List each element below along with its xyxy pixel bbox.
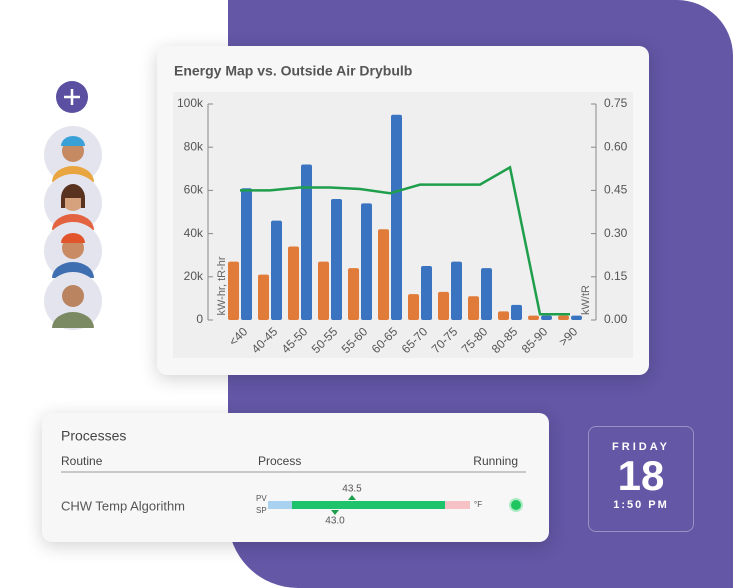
routine-name: CHW Temp Algorithm (61, 498, 185, 513)
chart: Energy Map vs. Outside Air Drybulb kW-hr… (173, 63, 633, 358)
bar (241, 188, 252, 320)
bar (481, 268, 492, 320)
day: 18 (617, 452, 665, 499)
sp-label: SP (256, 506, 267, 515)
y2-tick-label: 0.75 (604, 96, 628, 110)
column-header: Running (473, 454, 518, 468)
bar (451, 261, 462, 320)
bar (498, 311, 509, 320)
chart-card: Energy Map vs. Outside Air Drybulb kW-hr… (157, 46, 649, 375)
clock-widget: FRIDAY 18 1:50 PM (588, 426, 694, 532)
y2-tick-label: 0.45 (604, 183, 628, 197)
bar (301, 164, 312, 320)
column-header: Process (258, 454, 301, 468)
y-tick-label: 20k (184, 269, 204, 283)
y-tick-label: 80k (184, 139, 204, 153)
sp-value: 43.0 (325, 516, 345, 527)
y2-tick-label: 0.00 (604, 312, 628, 326)
bar (421, 266, 432, 320)
bar (288, 246, 299, 320)
avatar (44, 174, 102, 232)
y-tick-label: 100k (177, 96, 204, 110)
bar (348, 268, 359, 320)
avatar (44, 222, 102, 280)
bar (271, 220, 282, 320)
bar (331, 199, 342, 320)
y2-axis-label: kW/tR (580, 285, 592, 315)
range-high (445, 501, 470, 509)
y-tick-label: 0 (196, 312, 203, 326)
bar (438, 291, 449, 320)
processes-title: Processes (61, 428, 126, 444)
y-axis-label: kW-hr, tR-hr (216, 256, 228, 315)
column-header: Routine (61, 454, 103, 468)
range-ok (292, 501, 445, 509)
bar (408, 294, 419, 320)
bar (228, 261, 239, 320)
bar (558, 315, 569, 320)
bar (528, 315, 539, 320)
bar (468, 296, 479, 320)
pv-label: PV (256, 494, 267, 503)
weekday: FRIDAY (612, 441, 670, 453)
sp-marker (331, 510, 339, 515)
chart-title: Energy Map vs. Outside Air Drybulb (174, 63, 412, 79)
bar (361, 203, 372, 320)
y2-tick-label: 0.15 (604, 269, 628, 283)
bar (378, 229, 389, 320)
bar (258, 274, 269, 320)
processes-card: Processes Routine Process Running CHW Te… (42, 413, 549, 542)
time: 1:50 PM (613, 499, 669, 511)
bar (391, 114, 402, 320)
avatar (44, 272, 102, 330)
bar (571, 315, 582, 320)
processes: Processes Routine Process Running CHW Te… (61, 428, 526, 527)
bar (541, 315, 552, 320)
range-low (268, 501, 298, 509)
y-tick-label: 40k (184, 226, 204, 240)
bar (318, 261, 329, 320)
pv-marker (348, 495, 356, 500)
pv-value: 43.5 (342, 484, 362, 495)
plus-icon (64, 89, 80, 105)
status-dot (511, 500, 521, 510)
unit: °F (474, 500, 482, 509)
bar (511, 304, 522, 320)
y2-tick-label: 0.30 (604, 226, 628, 240)
line (240, 165, 570, 316)
y2-tick-label: 0.60 (604, 139, 628, 153)
y-tick-label: 60k (184, 183, 204, 197)
